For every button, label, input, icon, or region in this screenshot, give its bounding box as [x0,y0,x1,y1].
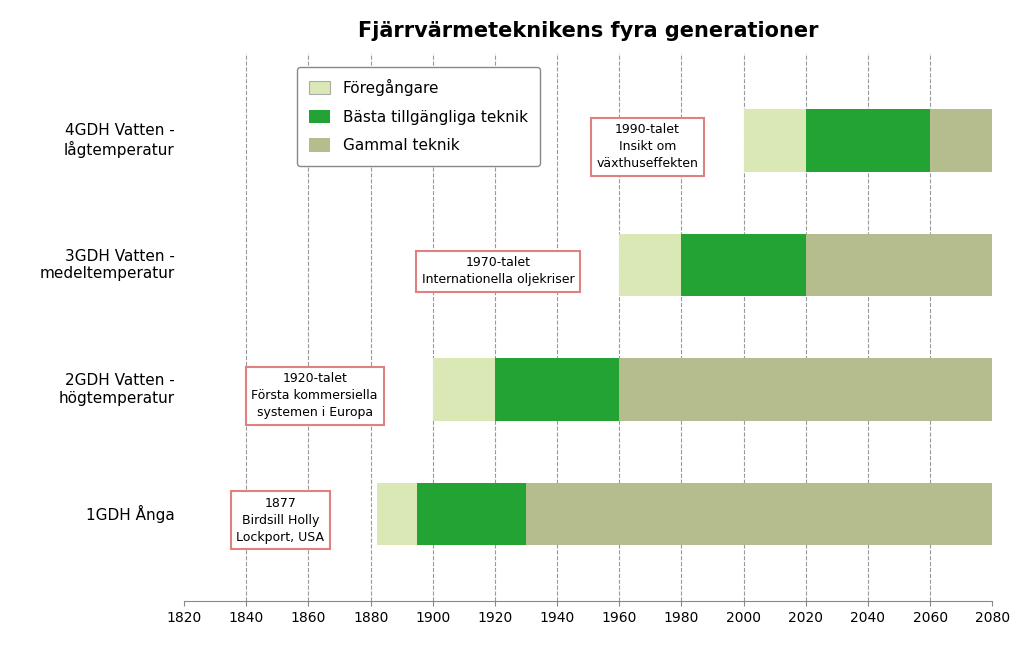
Text: 1920-talet
Första kommersiella
systemen i Europa: 1920-talet Första kommersiella systemen … [252,372,377,420]
Bar [376,483,417,545]
Bar [433,359,495,421]
Bar [681,234,806,296]
Text: 1970-talet
Internationella oljekriser: 1970-talet Internationella oljekriser [421,257,574,287]
Bar [744,110,806,172]
Bar [930,110,992,172]
Bar [619,359,992,421]
Title: Fjärrvärmeteknikens fyra generationer: Fjärrvärmeteknikens fyra generationer [358,21,818,41]
Bar [526,483,992,545]
Bar [417,483,526,545]
Bar [495,359,619,421]
Bar [806,110,930,172]
Bar [806,234,992,296]
Text: 1990-talet
Insikt om
växthuseffekten: 1990-talet Insikt om växthuseffekten [596,124,699,170]
Text: 1877
Birdsill Holly
Lockport, USA: 1877 Birdsill Holly Lockport, USA [236,497,324,544]
Legend: Föregångare, Bästa tillgängliga teknik, Gammal teknik: Föregångare, Bästa tillgängliga teknik, … [297,67,540,166]
Bar [619,234,681,296]
